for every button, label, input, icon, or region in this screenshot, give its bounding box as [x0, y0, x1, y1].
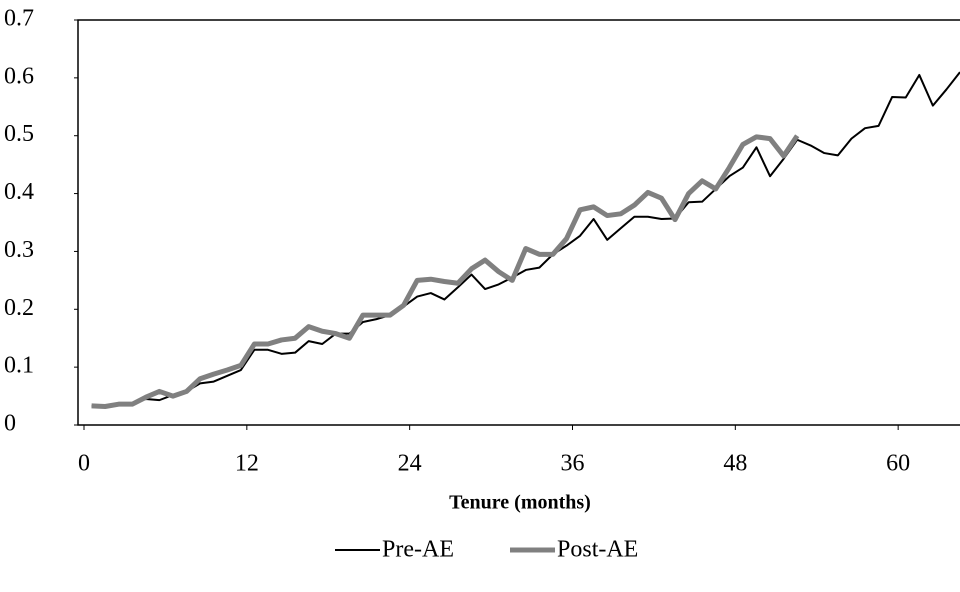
y-tick-label: 0	[4, 411, 16, 437]
y-tick-label: 0.1	[4, 353, 34, 379]
x-tick-label: 12	[235, 451, 259, 477]
series-line	[91, 71, 960, 409]
y-tick-label: 0.6	[4, 63, 34, 89]
y-tick-label: 0.4	[4, 179, 34, 205]
x-tick-label: 60	[886, 451, 910, 477]
y-tick-label: 0.3	[4, 237, 34, 263]
y-tick-label: 0.2	[4, 295, 34, 321]
y-tick-label: 0.5	[4, 121, 34, 147]
x-tick-label: 0	[78, 451, 90, 477]
series-line	[91, 134, 800, 409]
x-axis-label: Tenure (months)	[449, 492, 591, 514]
legend-label: Post-AE	[557, 537, 638, 563]
x-tick-label: 36	[560, 451, 584, 477]
x-tick-label: 48	[723, 451, 747, 477]
legend-label: Pre-AE	[382, 537, 454, 563]
plot-frame	[77, 19, 960, 426]
x-tick-label: 24	[398, 451, 422, 477]
y-tick-label: 0.7	[4, 6, 34, 32]
